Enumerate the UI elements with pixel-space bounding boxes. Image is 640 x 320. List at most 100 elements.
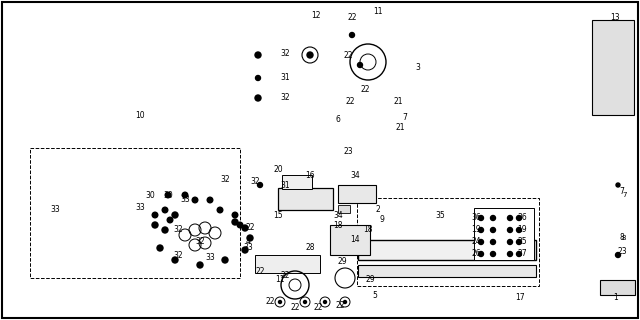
Text: 22: 22 (345, 98, 355, 107)
Text: 5: 5 (372, 291, 378, 300)
Text: 11: 11 (373, 7, 383, 17)
Bar (600, 280, 635, 295)
Text: 33: 33 (135, 204, 145, 212)
Circle shape (490, 215, 495, 220)
Text: 30: 30 (163, 190, 173, 199)
Text: 22: 22 (245, 223, 255, 233)
Circle shape (172, 257, 178, 263)
Circle shape (616, 183, 620, 187)
Text: 33: 33 (180, 196, 190, 204)
Circle shape (157, 245, 163, 251)
Circle shape (616, 252, 621, 258)
Text: 17: 17 (515, 293, 525, 302)
Circle shape (508, 252, 513, 257)
Text: 22: 22 (343, 51, 353, 60)
Text: 15: 15 (273, 211, 283, 220)
Circle shape (255, 76, 260, 81)
Text: 32: 32 (195, 237, 205, 246)
Text: 36: 36 (517, 213, 527, 222)
Text: 22: 22 (313, 303, 323, 313)
Text: 20: 20 (273, 165, 283, 174)
Circle shape (479, 252, 483, 257)
Text: 8: 8 (620, 234, 625, 243)
Text: 8: 8 (622, 235, 627, 241)
Text: 22: 22 (280, 270, 290, 279)
Circle shape (508, 215, 513, 220)
Circle shape (479, 239, 483, 244)
Text: 29: 29 (365, 276, 375, 284)
Circle shape (247, 235, 253, 241)
Text: 12: 12 (311, 11, 321, 20)
Text: 26: 26 (471, 250, 481, 259)
Text: 32: 32 (250, 178, 260, 187)
Text: 9: 9 (380, 215, 385, 225)
Text: 35: 35 (435, 211, 445, 220)
Circle shape (358, 62, 362, 68)
Text: 22: 22 (291, 303, 300, 313)
Bar (592, 20, 634, 115)
Text: 24: 24 (471, 237, 481, 246)
Circle shape (242, 225, 248, 231)
Circle shape (349, 33, 355, 37)
Circle shape (182, 192, 188, 198)
Text: 7: 7 (620, 188, 625, 196)
Circle shape (192, 197, 198, 203)
Text: 30: 30 (145, 190, 155, 199)
Text: 33: 33 (243, 244, 253, 252)
Text: 22: 22 (335, 300, 345, 309)
Circle shape (152, 222, 158, 228)
Text: 18: 18 (333, 220, 343, 229)
Circle shape (162, 227, 168, 233)
Circle shape (490, 252, 495, 257)
Circle shape (165, 192, 171, 198)
Text: 28: 28 (305, 244, 315, 252)
Text: 23: 23 (617, 247, 627, 257)
Text: 25: 25 (517, 237, 527, 246)
Bar (278, 188, 333, 210)
Text: 23: 23 (343, 148, 353, 156)
Circle shape (516, 215, 522, 220)
Circle shape (323, 300, 326, 303)
Text: 7: 7 (622, 192, 627, 198)
Circle shape (207, 197, 212, 203)
Bar (358, 240, 536, 260)
Bar (282, 175, 312, 189)
Circle shape (242, 247, 248, 253)
Text: 22: 22 (265, 298, 275, 307)
Bar (358, 265, 536, 277)
Text: FR.: FR. (55, 270, 76, 280)
Text: 19: 19 (471, 226, 481, 235)
Bar (338, 205, 350, 213)
Text: 16: 16 (305, 171, 315, 180)
Text: 32: 32 (220, 175, 230, 185)
Bar (330, 225, 370, 255)
Text: 36: 36 (471, 213, 481, 222)
Circle shape (232, 212, 238, 218)
Bar (338, 185, 376, 203)
Text: TVA4B4022: TVA4B4022 (575, 307, 615, 313)
Text: 33: 33 (50, 205, 60, 214)
Text: 22: 22 (360, 85, 370, 94)
Circle shape (152, 212, 158, 218)
Text: 10: 10 (135, 110, 145, 119)
Bar (357, 198, 539, 286)
Circle shape (222, 257, 228, 263)
Bar (255, 255, 320, 273)
Text: 33: 33 (205, 253, 215, 262)
Circle shape (508, 239, 513, 244)
Text: 32: 32 (280, 93, 290, 102)
Circle shape (278, 300, 282, 303)
Circle shape (344, 300, 346, 303)
Text: 1: 1 (614, 293, 618, 302)
Text: 31: 31 (280, 180, 290, 189)
Circle shape (237, 222, 243, 228)
Circle shape (257, 182, 262, 188)
Text: 29: 29 (337, 258, 347, 267)
Text: 27: 27 (517, 250, 527, 259)
Text: 2: 2 (376, 205, 380, 214)
Text: 22: 22 (348, 13, 356, 22)
Circle shape (516, 239, 522, 244)
Text: 21: 21 (393, 98, 403, 107)
Circle shape (303, 300, 307, 303)
Text: 31: 31 (280, 74, 290, 83)
